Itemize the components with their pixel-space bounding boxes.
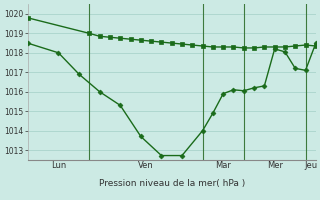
Text: Jeu: Jeu: [304, 161, 317, 170]
Text: Mer: Mer: [267, 161, 283, 170]
Text: Mar: Mar: [215, 161, 231, 170]
Text: Lun: Lun: [51, 161, 66, 170]
Text: Ven: Ven: [138, 161, 154, 170]
X-axis label: Pression niveau de la mer( hPa ): Pression niveau de la mer( hPa ): [99, 179, 245, 188]
